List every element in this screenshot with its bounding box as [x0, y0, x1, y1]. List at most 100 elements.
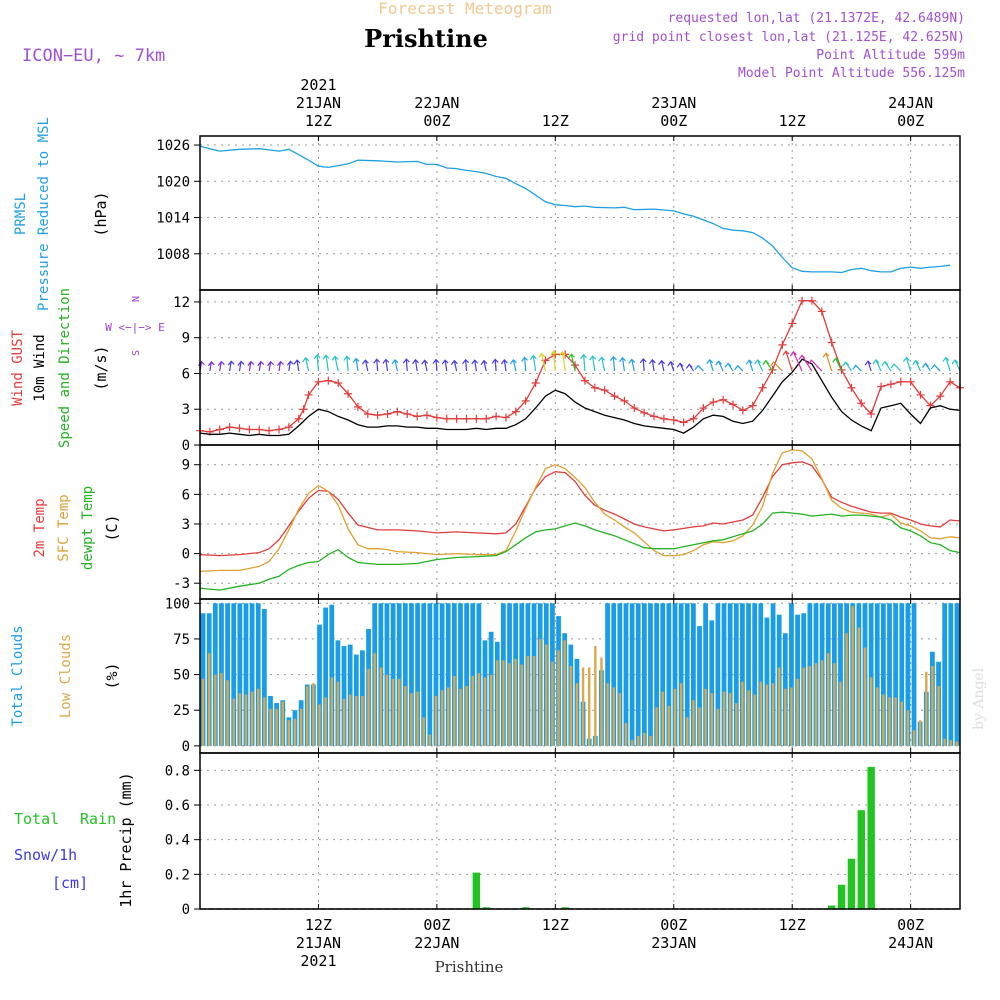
wind-arrow — [648, 358, 656, 372]
precip-labels: Total Rain Snow/1h [cm] 1hr Precip (mm) — [14, 772, 135, 907]
gust-marker — [630, 404, 639, 413]
total-cloud-bar — [948, 603, 954, 746]
time-tick-label: 00Z — [897, 916, 924, 934]
low-cloud-bar — [385, 674, 389, 746]
total-cloud-bar — [402, 603, 408, 746]
gust-marker — [373, 411, 382, 420]
low-cloud-bar — [257, 688, 260, 746]
precip-frame — [199, 752, 961, 910]
low-clouds-title: Low Clouds — [58, 634, 74, 718]
gust-marker — [511, 407, 520, 416]
gust-marker — [274, 425, 283, 434]
total-cloud-bar — [470, 603, 476, 746]
model-altitude: Model Point Altitude 556.125m — [738, 66, 965, 81]
gust-marker — [896, 377, 905, 386]
cloud-labels: Total Clouds Low Clouds (%) — [10, 625, 121, 726]
low-cloud-bar — [649, 735, 652, 746]
gust-marker — [442, 414, 451, 423]
wind-arrow — [521, 356, 529, 372]
low-cloud-bar — [508, 663, 511, 746]
y-tick-label: 9 — [182, 458, 190, 474]
low-cloud-bar — [655, 707, 658, 746]
low-cloud-bar — [587, 667, 591, 746]
low-cloud-bar — [618, 693, 622, 746]
gust-marker — [393, 407, 402, 416]
total-cloud-bar — [261, 608, 267, 746]
low-cloud-bar — [575, 683, 579, 746]
wind-arrow — [589, 355, 597, 372]
total-cloud-bar — [758, 603, 764, 746]
wind-10m-title: 10m Wind — [32, 334, 48, 401]
time-tick-label: 00Z — [897, 112, 924, 130]
wind-arrow — [412, 358, 419, 372]
low-cloud-bar — [551, 661, 554, 746]
wind-arrow — [667, 360, 675, 372]
total-cloud-bar — [231, 603, 237, 746]
low-cloud-bar — [410, 693, 413, 746]
low-cloud-bar — [796, 678, 799, 746]
wind-arrow — [402, 358, 410, 372]
wind-unit: (m/s) — [92, 345, 110, 390]
time-tick-label: 12Z — [779, 916, 806, 934]
gust-marker — [344, 389, 353, 398]
total-cloud-bar — [458, 603, 463, 746]
wind-arrow — [441, 359, 449, 372]
low-cloud-bar — [238, 693, 242, 746]
y-tick-label: 1020 — [156, 174, 190, 190]
time-tick-label: 24JAN — [888, 934, 933, 952]
total-cloud-bar — [451, 603, 457, 746]
low-cloud-bar — [686, 717, 689, 746]
y-tick-label: 0 — [182, 547, 190, 563]
temp-sfc-title: SFC Temp — [56, 494, 72, 561]
wind-arrow — [480, 359, 488, 372]
gust-marker — [788, 319, 797, 328]
gust-marker — [620, 396, 629, 405]
total-cloud-bar — [635, 603, 641, 746]
gust-marker — [719, 395, 728, 404]
total-cloud-bar — [746, 603, 751, 746]
wind-arrow — [322, 354, 330, 372]
low-cloud-bar — [747, 690, 750, 746]
low-cloud-bar — [477, 673, 481, 746]
precip-bar — [482, 907, 490, 909]
wind-arrow — [890, 363, 902, 372]
low-cloud-bar — [900, 701, 903, 746]
low-cloud-bar — [581, 667, 585, 746]
precip-title: 1hr Precip (mm) — [117, 772, 135, 907]
precip-bar — [472, 872, 481, 909]
low-cloud-bar — [827, 653, 830, 746]
low-cloud-bar — [784, 688, 787, 746]
total-cloud-bar — [433, 603, 439, 746]
low-cloud-bar — [214, 674, 217, 746]
gust-marker — [571, 361, 580, 370]
wind-arrow — [789, 350, 803, 372]
total-cloud-bar — [733, 603, 739, 746]
low-cloud-bar — [600, 657, 603, 746]
wind-arrow — [343, 355, 351, 372]
wind-arrow — [227, 360, 235, 372]
low-cloud-bar — [661, 691, 664, 746]
wind-arrow — [706, 358, 714, 372]
low-cloud-bar — [489, 674, 493, 746]
total-cloud-bar — [880, 603, 886, 746]
gust-marker — [936, 392, 945, 401]
total-cloud-bar — [905, 603, 911, 746]
total-cloud-bar — [243, 603, 249, 746]
station-title: Prishtine — [364, 24, 488, 53]
low-cloud-bar — [379, 667, 383, 746]
gust-marker — [462, 414, 471, 423]
low-cloud-bar — [943, 738, 946, 746]
wind-arrow — [942, 356, 951, 372]
time-tick-label: 22JAN — [414, 94, 459, 112]
total-cloud-bar — [715, 603, 721, 746]
wind-arrow — [798, 354, 813, 372]
low-cloud-bar — [324, 697, 327, 746]
time-tick-label: 00Z — [660, 916, 687, 934]
time-tick-label: 00Z — [423, 916, 450, 934]
wind-arrow — [361, 359, 369, 372]
wind-arrow — [832, 357, 843, 372]
low-cloud-bar — [753, 694, 756, 746]
wind-arrow — [770, 361, 783, 372]
wind-arrow — [872, 358, 882, 372]
